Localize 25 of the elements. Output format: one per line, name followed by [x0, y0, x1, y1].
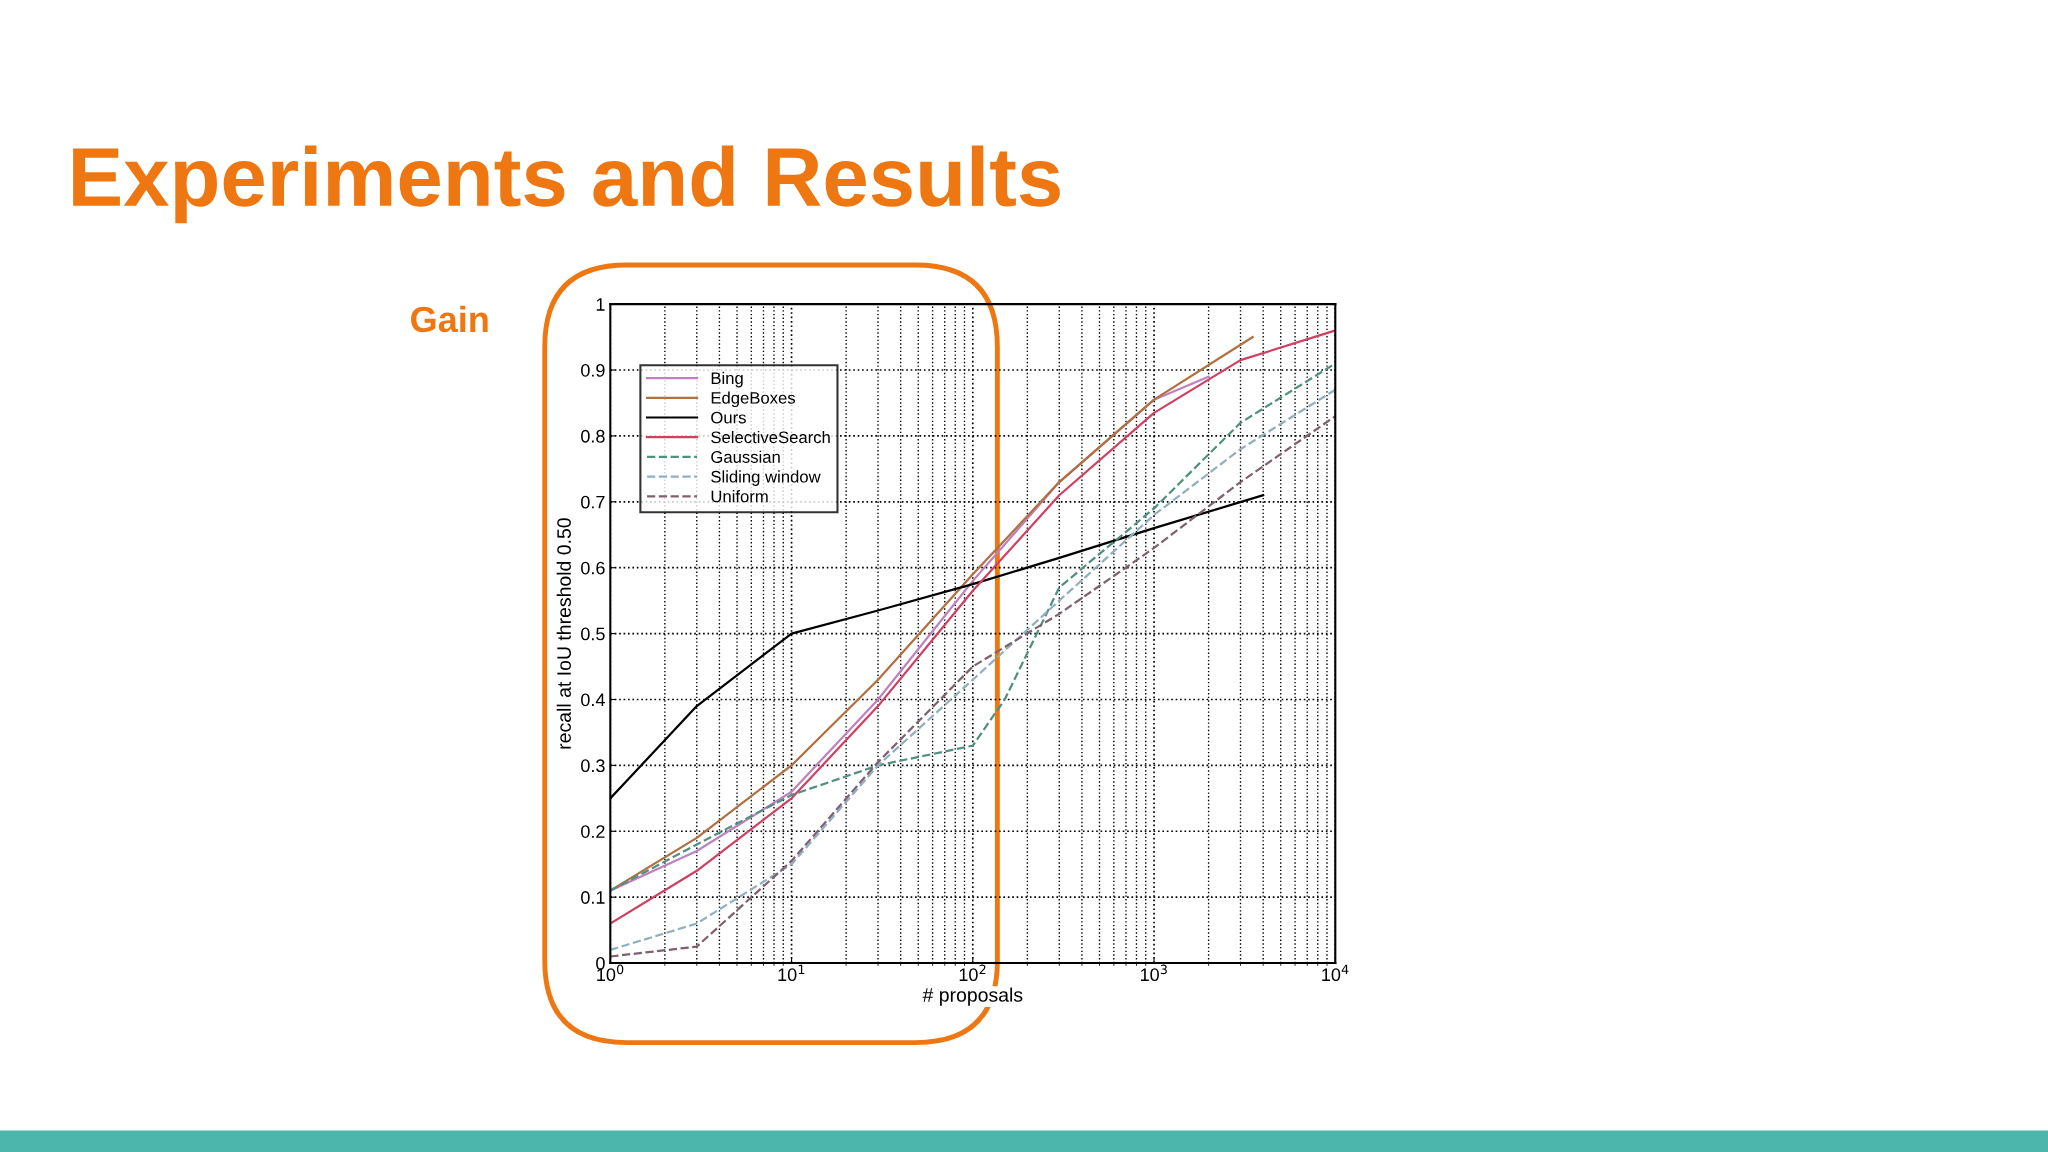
y-tick-label: 0.2	[581, 825, 605, 838]
y-tick-label: 0.6	[581, 561, 605, 575]
chart-title: Experiments and Results	[73, 145, 1060, 224]
legend-label: SelectiveSearch	[711, 430, 830, 444]
y-tick-label: 0.1	[581, 891, 605, 904]
y-tick-label: 0.3	[581, 759, 605, 773]
x-tick-label: 10$^{2}$	[959, 964, 986, 982]
legend-label: Uniform	[711, 490, 768, 503]
text: Gain	[411, 305, 488, 333]
x-tick-label: 10$^{3}$	[1140, 964, 1167, 982]
y-tick-label: 0.4	[581, 693, 605, 707]
y-tick-label: 0.8	[581, 429, 605, 443]
legend-label: Sliding window	[711, 470, 821, 486]
legend-label: EdgeBoxes	[711, 391, 796, 408]
y-tick-label: 0.7	[581, 495, 605, 509]
legend-label: Bing	[711, 371, 743, 388]
x-tick-label: 10$^{4}$	[1322, 964, 1349, 982]
y-axis-title: recall at IoU threshold 0.50	[556, 518, 571, 749]
x-tick-label: 10$^{1}$	[778, 964, 805, 982]
legend-label: Ours	[711, 411, 746, 424]
x-axis-title: # proposals	[922, 987, 1023, 1006]
y-tick-label: 0.9	[581, 363, 605, 377]
y-tick-label: 0.5	[581, 627, 605, 641]
legend-label: Gaussian	[711, 450, 780, 463]
y-tick-label: 1	[596, 298, 605, 311]
